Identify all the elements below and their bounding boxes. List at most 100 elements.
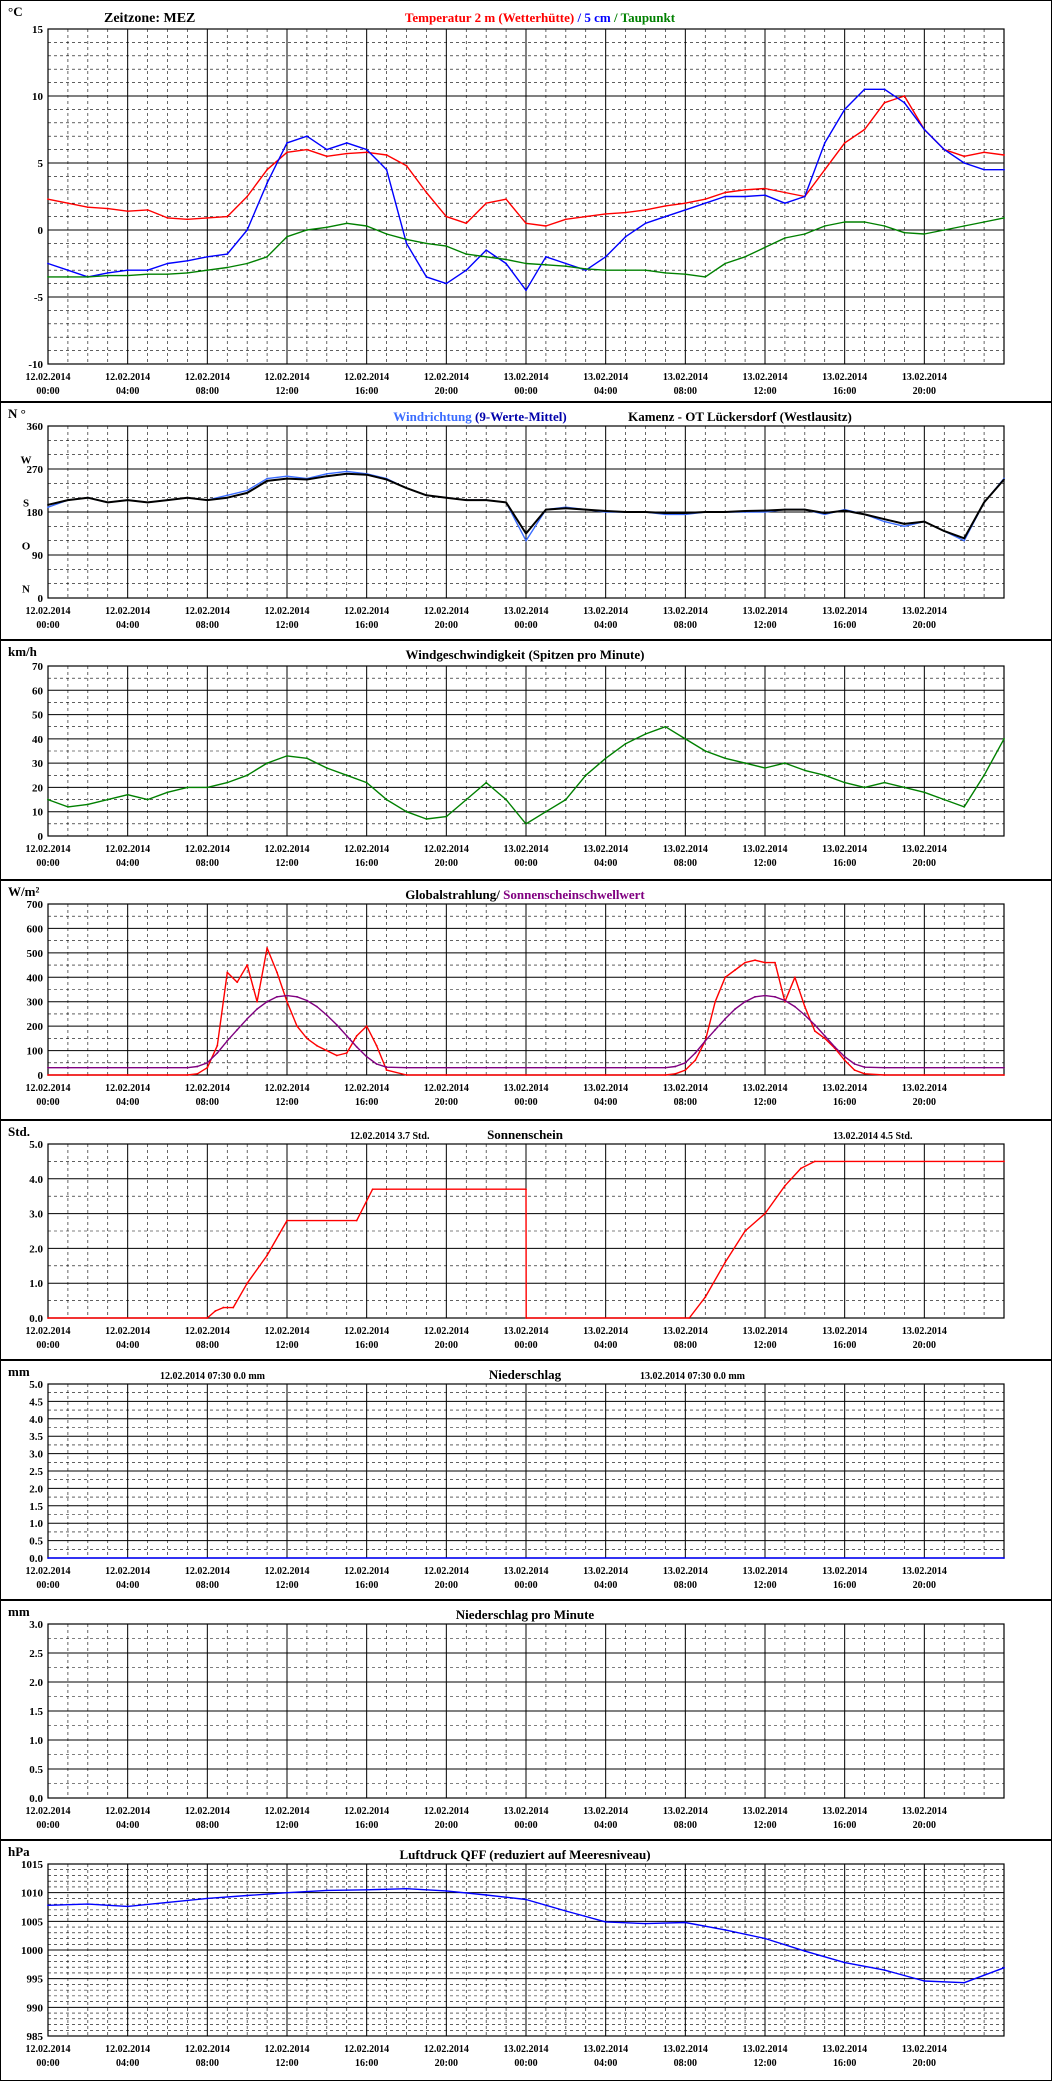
series-point xyxy=(385,154,388,156)
y-tick-label: 300 xyxy=(27,997,44,1009)
series-point xyxy=(684,1921,687,1924)
series-point xyxy=(943,229,946,231)
series-point xyxy=(286,142,288,144)
x-tick-time: 08:00 xyxy=(196,386,219,397)
series-point xyxy=(345,222,348,225)
chart-wind_direction: 360 270 180 90 0 W S O N N ° Windrichtung (9-Werte… xyxy=(0,402,1052,640)
series-point xyxy=(365,781,368,784)
x-tick-date: 13.02.2014 xyxy=(663,1326,708,1337)
series-point xyxy=(883,101,886,104)
series-point xyxy=(365,1888,368,1891)
series-point xyxy=(784,191,786,194)
x-tick-time: 08:00 xyxy=(196,1340,219,1351)
series-point xyxy=(306,999,308,1002)
series-point xyxy=(365,148,368,151)
series-point xyxy=(325,226,328,229)
series-point xyxy=(296,995,298,998)
series-point xyxy=(266,255,268,258)
y-tick-label: 0.0 xyxy=(29,1313,43,1325)
series-point xyxy=(266,947,268,949)
series-point xyxy=(186,259,189,262)
series-point xyxy=(525,1066,527,1069)
y-tick-label: 0.0 xyxy=(29,1553,43,1565)
series-point xyxy=(863,88,866,91)
series-point xyxy=(883,225,886,227)
chart-global_radiation: 700 600 500 400 300 200 100 0 W/m² Globalstrahlun… xyxy=(0,880,1052,1120)
x-tick-time: 04:00 xyxy=(594,620,617,631)
x-tick-date: 13.02.2014 xyxy=(822,606,867,617)
series-point xyxy=(664,271,667,274)
x-tick-date: 12.02.2014 xyxy=(105,606,150,617)
series-point xyxy=(644,511,647,513)
series-point xyxy=(1003,1160,1005,1163)
x-tick-time: 16:00 xyxy=(355,1580,378,1591)
series-point xyxy=(704,1296,707,1299)
chart-title: Sonnenschein xyxy=(487,1127,564,1142)
x-tick-date: 13.02.2014 xyxy=(902,1806,947,1817)
series-point xyxy=(833,1046,836,1048)
y-tick-label: 1.0 xyxy=(29,1518,43,1530)
series-point xyxy=(325,472,328,475)
series-point xyxy=(564,798,567,801)
chart-title-part-0: Windrichtung xyxy=(393,409,472,424)
x-tick-date: 13.02.2014 xyxy=(743,844,788,855)
series-point xyxy=(246,489,249,492)
x-tick-time: 08:00 xyxy=(674,1097,697,1108)
series-point xyxy=(325,1049,328,1052)
series-point xyxy=(704,202,707,205)
y-tick-label: 700 xyxy=(27,899,44,911)
x-tick-date: 12.02.2014 xyxy=(26,1806,71,1817)
series-point xyxy=(863,1072,866,1075)
series-point xyxy=(276,971,278,974)
x-tick-time: 04:00 xyxy=(594,1340,617,1351)
y-tick-label: 0 xyxy=(38,1070,44,1082)
series-point xyxy=(47,1557,49,1559)
x-tick-date: 13.02.2014 xyxy=(822,2044,867,2055)
x-tick-date: 12.02.2014 xyxy=(424,1326,469,1337)
series-point xyxy=(604,510,607,512)
series-point xyxy=(246,774,249,777)
series-point xyxy=(365,225,368,227)
x-tick-date: 13.02.2014 xyxy=(902,1083,947,1094)
series-point xyxy=(843,509,846,512)
day-summary: 13.02.2014 07:30 0.0 mm xyxy=(640,1371,746,1382)
series-point xyxy=(903,231,906,234)
x-tick-date: 12.02.2014 xyxy=(26,1566,71,1577)
y-tick-label: 3.0 xyxy=(29,1449,43,1461)
series-point xyxy=(186,1066,189,1069)
y-tick-label: 50 xyxy=(32,710,44,722)
unit-label: W/m² xyxy=(8,884,39,899)
series-point xyxy=(67,202,69,205)
x-tick-time: 08:00 xyxy=(196,2058,219,2069)
x-tick-time: 20:00 xyxy=(913,858,936,869)
x-tick-time: 04:00 xyxy=(594,2058,617,2069)
plot-border xyxy=(47,1623,1005,1799)
x-tick-date: 12.02.2014 xyxy=(424,372,469,383)
series-point xyxy=(604,1066,607,1069)
x-tick-date: 13.02.2014 xyxy=(504,1566,549,1577)
series-point xyxy=(166,273,169,276)
x-tick-time: 04:00 xyxy=(594,1580,617,1591)
y-tick-label: 2.0 xyxy=(29,1677,43,1689)
series-point xyxy=(325,767,328,769)
series-point xyxy=(355,1035,358,1037)
series-point xyxy=(445,496,448,499)
series-point xyxy=(256,1008,259,1010)
series-point xyxy=(425,276,428,278)
series-point xyxy=(803,1014,806,1017)
x-tick-time: 16:00 xyxy=(355,858,378,869)
series-point xyxy=(345,152,348,155)
series-point xyxy=(226,266,229,269)
chart-sunshine: 5.0 4.0 3.0 2.0 1.0 0.0 Std. Sonnenschein 12.02.… xyxy=(0,1120,1052,1360)
x-tick-date: 13.02.2014 xyxy=(504,1806,549,1817)
y-tick-label: 1.5 xyxy=(29,1501,43,1513)
series-point xyxy=(186,218,189,221)
x-tick-date: 13.02.2014 xyxy=(743,1326,788,1337)
x-tick-time: 12:00 xyxy=(753,386,776,397)
x-tick-date: 12.02.2014 xyxy=(26,372,71,383)
y-tick-label: 60 xyxy=(32,685,44,697)
y-tick-label: 10 xyxy=(32,91,44,103)
series-point xyxy=(764,1937,766,1940)
series-point xyxy=(67,805,69,808)
series-point xyxy=(196,1072,199,1075)
